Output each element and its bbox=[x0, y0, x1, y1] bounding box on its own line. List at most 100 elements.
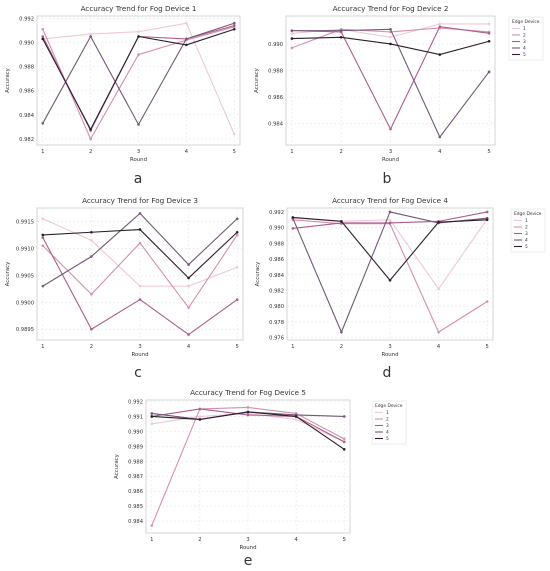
chart-title: Accuracy Trend for Fog Device 5 bbox=[190, 388, 306, 397]
plot-frame bbox=[145, 399, 351, 534]
y-tick-label: 0.984 bbox=[128, 519, 144, 525]
y-tick-label: 0.990 bbox=[128, 429, 143, 435]
data-point bbox=[41, 217, 45, 221]
data-point bbox=[389, 42, 392, 46]
y-tick-label: 0.984 bbox=[19, 113, 35, 119]
data-point bbox=[294, 415, 298, 418]
data-point bbox=[340, 330, 343, 334]
x-tick-label: 3 bbox=[389, 149, 392, 155]
data-point bbox=[291, 227, 295, 230]
data-point bbox=[437, 330, 440, 334]
data-point bbox=[41, 27, 45, 31]
y-tick-label: 0.988 bbox=[19, 65, 34, 71]
y-axis-label: Accuracy bbox=[254, 67, 260, 92]
y-tick-label: 0.9905 bbox=[16, 273, 34, 279]
data-point bbox=[437, 220, 440, 224]
data-point bbox=[232, 24, 236, 27]
y-tick-label: 0.989 bbox=[128, 444, 143, 450]
x-tick-label: 1 bbox=[41, 149, 44, 155]
data-point bbox=[438, 53, 442, 56]
data-point bbox=[137, 53, 140, 56]
y-tick-label: 0.992 bbox=[269, 210, 284, 216]
data-point bbox=[41, 233, 45, 237]
data-point bbox=[342, 448, 346, 451]
legend-item-label: 1 bbox=[386, 410, 389, 416]
data-point bbox=[41, 121, 45, 125]
data-point bbox=[294, 418, 298, 421]
data-point bbox=[89, 32, 92, 36]
data-point bbox=[340, 220, 343, 223]
chart-title: Accuracy Trend for Fog Device 3 bbox=[82, 196, 198, 205]
data-point bbox=[487, 22, 491, 26]
panel-label: e bbox=[244, 553, 253, 569]
y-tick-label: 0.980 bbox=[269, 304, 284, 310]
chart-panel-a: 0.982 0.984 0.986 0.988 0.990 0.992 1 2 3 4 5 Accur… bbox=[5, 4, 241, 187]
data-point bbox=[388, 278, 392, 282]
data-point bbox=[339, 35, 343, 39]
legend-item-label: 3 bbox=[523, 39, 526, 45]
data-point bbox=[438, 25, 442, 28]
legend-box bbox=[508, 16, 544, 61]
data-point bbox=[235, 298, 239, 301]
data-point bbox=[138, 212, 142, 215]
x-axis-label: Round bbox=[130, 157, 147, 163]
chart-title: Accuracy Trend for Fog Device 2 bbox=[333, 4, 449, 13]
data-point bbox=[90, 239, 93, 242]
data-point bbox=[235, 265, 239, 269]
y-tick-label: 0.9915 bbox=[16, 219, 34, 225]
data-point bbox=[137, 30, 140, 33]
data-point bbox=[232, 27, 236, 31]
data-point bbox=[90, 327, 93, 331]
x-tick-label: 1 bbox=[290, 149, 293, 155]
x-tick-label: 5 bbox=[233, 149, 236, 155]
data-point bbox=[485, 218, 489, 222]
data-point bbox=[138, 284, 142, 288]
data-point bbox=[485, 300, 489, 303]
legend-item-label: 4 bbox=[386, 430, 389, 436]
chart-panel-d: 0.976 0.978 0.980 0.982 0.984 0.986 0.988 0.990… bbox=[255, 196, 546, 381]
data-point bbox=[150, 412, 154, 415]
x-tick-label: 3 bbox=[137, 149, 140, 155]
x-axis-label: Round bbox=[381, 352, 398, 358]
legend-item-label: 2 bbox=[386, 417, 389, 423]
data-point bbox=[232, 21, 236, 25]
data-point bbox=[388, 221, 392, 225]
data-point bbox=[185, 37, 188, 41]
data-point bbox=[291, 216, 295, 219]
data-point bbox=[89, 128, 92, 131]
data-point bbox=[90, 292, 93, 296]
y-tick-label: 0.986 bbox=[19, 89, 34, 95]
data-point bbox=[487, 70, 491, 74]
x-tick-label: 4 bbox=[187, 344, 191, 350]
x-tick-label: 2 bbox=[89, 149, 92, 155]
data-point bbox=[342, 440, 346, 444]
x-tick-label: 3 bbox=[388, 344, 391, 350]
y-tick-label: 0.992 bbox=[19, 16, 34, 22]
x-tick-label: 3 bbox=[138, 344, 141, 350]
legend-box bbox=[510, 208, 546, 253]
y-tick-label: 0.988 bbox=[128, 459, 143, 465]
y-tick-label: 0.976 bbox=[269, 336, 284, 342]
legend-item-label: 2 bbox=[523, 33, 526, 39]
data-point bbox=[138, 228, 142, 231]
chart-panel-e: 0.984 0.985 0.986 0.987 0.988 0.989 0.990 0.991… bbox=[114, 388, 407, 569]
data-point bbox=[388, 218, 392, 222]
legend-title: Edge Device bbox=[375, 403, 403, 409]
data-point bbox=[235, 217, 239, 221]
data-point bbox=[290, 46, 294, 50]
data-point bbox=[41, 37, 45, 41]
data-point bbox=[339, 29, 343, 32]
data-point bbox=[41, 35, 45, 38]
data-point bbox=[342, 437, 346, 441]
data-point bbox=[389, 27, 392, 31]
y-axis-label: Accuracy bbox=[5, 67, 11, 92]
x-tick-label: 5 bbox=[236, 344, 239, 350]
y-tick-label: 0.988 bbox=[269, 241, 284, 247]
data-point bbox=[41, 236, 45, 239]
data-point bbox=[389, 127, 392, 131]
x-tick-label: 3 bbox=[246, 537, 249, 543]
x-tick-label: 5 bbox=[487, 149, 490, 155]
